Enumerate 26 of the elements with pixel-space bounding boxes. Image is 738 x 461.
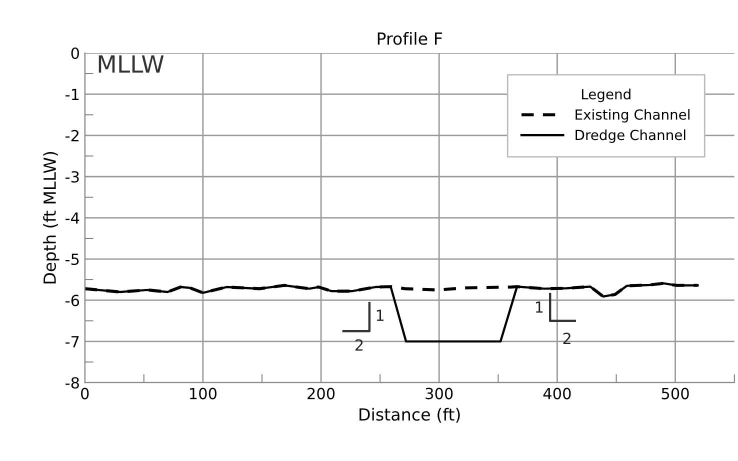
x-tick-label: 400 (543, 388, 571, 400)
annotation: 2 (563, 332, 570, 344)
chart-title: Profile F (378, 32, 442, 45)
y-tick-label: -8 (66, 377, 79, 389)
legend-label: Dredge Channel (576, 129, 686, 143)
legend-title: Legend (582, 88, 630, 102)
y-tick-label: -1 (66, 88, 79, 100)
annotation: 1 (376, 310, 384, 321)
x-tick-label: 300 (426, 388, 453, 400)
x-axis-title: Distance (ft) (360, 408, 460, 423)
x-tick-label: 500 (662, 388, 689, 400)
y-tick-label: 0 (71, 47, 79, 60)
y-axis-title: Depth (ft MLLW) (43, 152, 60, 284)
annotation: 1 (536, 302, 543, 313)
y-tick-label: -6 (66, 294, 80, 306)
y-tick-label: -4 (66, 212, 80, 224)
annotation: MLLW (98, 55, 164, 73)
y-tick-label: -5 (66, 254, 79, 266)
y-tick-label: -7 (66, 336, 79, 348)
x-tick-label: 0 (81, 388, 89, 400)
y-tick-label: -2 (66, 130, 78, 142)
legend-label: Existing Channel (576, 109, 690, 123)
y-tick-label: -3 (66, 171, 79, 183)
x-tick-label: 200 (308, 388, 335, 400)
annotation: 2 (356, 339, 363, 351)
x-tick-label: 100 (190, 388, 217, 400)
